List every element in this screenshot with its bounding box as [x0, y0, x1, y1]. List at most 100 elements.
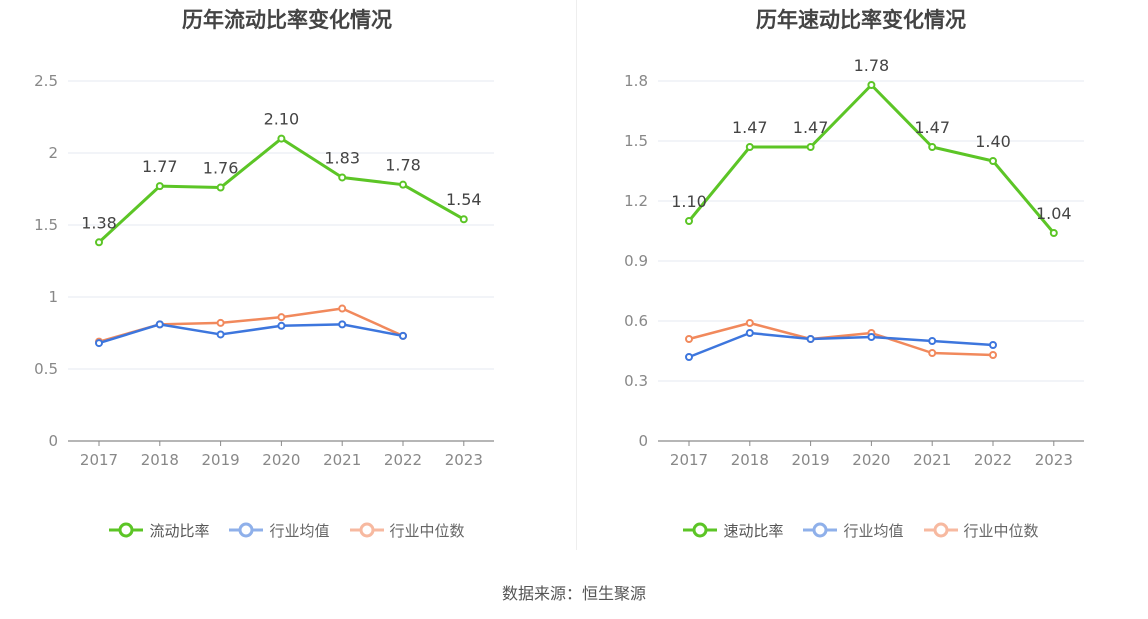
data-point [745, 329, 754, 337]
legend-item-industry-median[interactable]: 行业中位数 [349, 520, 465, 541]
data-point [216, 183, 225, 192]
data-point [928, 349, 937, 357]
series-line [688, 331, 994, 359]
x-tick-label: 2023 [1035, 451, 1073, 469]
x-tick-label: 2017 [670, 451, 708, 469]
legend-item-industry-average[interactable]: 行业均值 [229, 520, 330, 541]
data-label: 1.04 [1036, 204, 1072, 223]
data-point [399, 180, 407, 189]
data-point [277, 134, 286, 143]
series-line [687, 83, 1055, 234]
y-tick-label: 0 [48, 432, 58, 450]
data-label: 1.54 [446, 190, 482, 209]
panel-divider [576, 0, 577, 550]
data-point [277, 321, 286, 330]
data-source-note: 数据来源：恒生聚源 [501, 584, 646, 603]
data-point [155, 320, 164, 329]
legend-swatch-main [683, 522, 718, 538]
x-tick-label: 2017 [80, 451, 118, 469]
data-point [989, 157, 997, 165]
legend-label-median: 行业中位数 [389, 521, 465, 540]
data-label: 1.38 [81, 213, 117, 232]
data-point [95, 238, 103, 247]
data-label: 1.78 [385, 156, 421, 175]
y-tick-label: 0.6 [624, 312, 648, 330]
data-label: 1.10 [671, 192, 707, 211]
data-point [338, 173, 347, 182]
legend-label-average: 行业均值 [843, 521, 904, 540]
data-point [216, 318, 225, 327]
chart-plot-area: 0 0.3 0.6 0.9 1.2 1.5 1.8 2017 2018 2019 2020 2021 2… [624, 56, 1084, 469]
x-tick-label: 2020 [852, 451, 890, 469]
data-label: 1.47 [914, 118, 950, 137]
data-point [806, 335, 815, 343]
data-point [399, 331, 407, 340]
chart-title: 历年速动比率变化情况 [756, 8, 966, 32]
x-tick-label: 2019 [792, 451, 830, 469]
data-label: 1.47 [732, 118, 768, 137]
data-point [459, 215, 468, 224]
y-tick-label: 2.5 [34, 72, 58, 90]
data-point [928, 337, 937, 345]
data-point [928, 143, 937, 151]
y-tick-label: 1.2 [624, 192, 648, 210]
series-line [97, 137, 465, 244]
chart-legend: 流动比率 行业均值 行业中位数 [0, 518, 574, 542]
data-point [867, 333, 876, 341]
y-tick-label: 1.5 [34, 216, 58, 234]
data-label: 1.47 [793, 118, 829, 137]
quick-ratio-chart: 历年速动比率变化情况 0 0.3 0.6 0.9 1.2 1.5 1.8 2017 2018 20… [574, 0, 1148, 560]
legend-label-main: 速动比率 [723, 521, 784, 540]
chart-title: 历年流动比率变化情况 [182, 8, 392, 32]
y-tick-label: 2 [48, 144, 58, 162]
data-point [745, 319, 754, 327]
chart-legend: 速动比率 行业均值 行业中位数 [574, 518, 1148, 542]
y-tick-label: 0.5 [34, 360, 58, 378]
current-ratio-chart: 历年流动比率变化情况 0 0.5 1 1.5 2 2.5 2017 2018 2019 2020 2… [0, 0, 574, 560]
data-point [989, 341, 997, 349]
data-point [155, 182, 164, 191]
legend-item-main[interactable]: 速动比率 [683, 520, 783, 541]
data-label: 1.77 [142, 157, 178, 176]
data-label: 1.40 [975, 132, 1011, 151]
data-label: 1.83 [324, 148, 360, 167]
data-point [338, 320, 347, 329]
x-tick-label: 2018 [141, 451, 179, 469]
x-tick-label: 2022 [384, 451, 422, 469]
chart-plot-area: 0 0.5 1 1.5 2 2.5 2017 2018 2019 2020 2021 2022 2023… [34, 72, 494, 469]
legend-item-industry-median[interactable]: 行业中位数 [923, 520, 1039, 541]
data-point [216, 330, 225, 339]
x-tick-label: 2020 [262, 451, 300, 469]
x-tick-label: 2021 [323, 451, 361, 469]
data-label: 1.76 [203, 159, 239, 178]
y-tick-label: 0 [638, 432, 648, 450]
series-line [98, 307, 404, 343]
y-tick-label: 1.5 [624, 132, 648, 150]
legend-swatch-median [923, 522, 958, 538]
y-tick-label: 1.8 [624, 72, 648, 90]
data-label: 2.10 [264, 110, 300, 129]
legend-label-average: 行业均值 [269, 521, 330, 540]
legend-label-median: 行业中位数 [963, 521, 1039, 540]
legend-swatch-average [803, 522, 838, 538]
data-point [685, 353, 693, 361]
data-point [1049, 229, 1058, 237]
legend-swatch-average [229, 522, 264, 538]
data-point [95, 339, 103, 348]
y-tick-label: 0.9 [624, 252, 648, 270]
x-tick-label: 2019 [202, 451, 240, 469]
legend-item-main[interactable]: 流动比率 [109, 520, 209, 541]
data-point [867, 81, 876, 89]
legend-item-industry-average[interactable]: 行业均值 [803, 520, 904, 541]
data-point [806, 143, 815, 151]
legend-label-main: 流动比率 [149, 521, 210, 540]
x-tick-label: 2023 [445, 451, 483, 469]
x-tick-label: 2021 [913, 451, 951, 469]
data-point [989, 351, 997, 359]
y-tick-label: 1 [48, 288, 58, 306]
y-tick-label: 0.3 [624, 372, 648, 390]
data-point [277, 313, 286, 322]
data-label: 1.78 [854, 56, 890, 75]
x-tick-label: 2018 [731, 451, 769, 469]
data-point [745, 143, 754, 151]
